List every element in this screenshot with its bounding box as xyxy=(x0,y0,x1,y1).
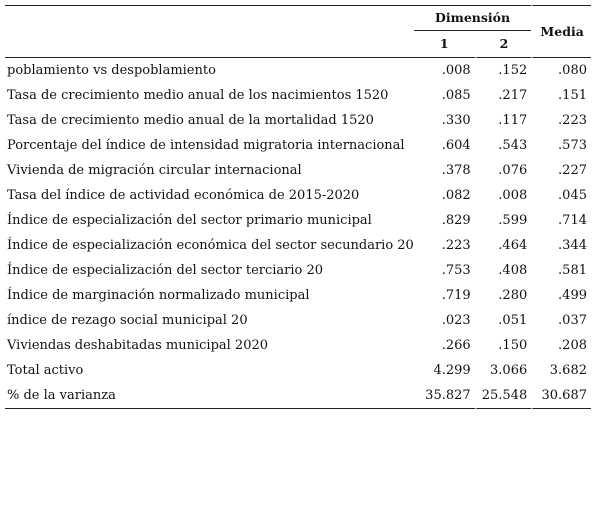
dimension-1-value: .008 xyxy=(441,63,471,78)
row-label: Índice de especialización del sector pri… xyxy=(7,213,372,228)
mean-value: .080 xyxy=(531,58,591,83)
table-row: Índice de especialización económica del … xyxy=(5,233,591,258)
dimension-2-value: .150 xyxy=(474,333,532,358)
mean-value: .223 xyxy=(531,108,591,133)
row-label: % de la varianza xyxy=(5,383,414,409)
table-row: Vivienda de migración circular internaci… xyxy=(5,158,591,183)
dimension-2-value: .008 xyxy=(474,183,532,208)
row-label: Tasa del índice de actividad económica d… xyxy=(7,188,360,203)
dimension-2-value: .152 xyxy=(474,58,532,83)
dimension-group-header: Dimensión xyxy=(413,5,532,31)
dimension-1-value: .023 xyxy=(441,313,471,328)
mean-value: 30.687 xyxy=(531,383,591,409)
row-label: Total activo xyxy=(7,363,84,378)
dimension-2-value: .280 xyxy=(474,283,532,308)
table-row: Tasa del índice de actividad económica d… xyxy=(5,183,591,208)
mean-column-header: Media xyxy=(531,5,591,58)
dimension-2-value: .217 xyxy=(474,83,532,108)
table-row: Índice de especialización del sector ter… xyxy=(5,258,591,283)
dimension-2-value: .076 xyxy=(474,158,532,183)
dimension-1-value: .085 xyxy=(441,88,471,103)
dimension-1-value: .604 xyxy=(441,138,471,153)
dimension-2-value: .117 xyxy=(474,108,532,133)
mean-value: .151 xyxy=(531,83,591,108)
dimension-2-value: .543 xyxy=(474,133,532,158)
row-label: poblamiento vs despoblamiento xyxy=(7,63,216,78)
dimension-2-value: .464 xyxy=(474,233,532,258)
dimension-1-value: .082 xyxy=(441,188,471,203)
mean-value: .573 xyxy=(531,133,591,158)
table-row: % de la varianza 35.827 25.548 30.687 xyxy=(5,383,591,409)
dimension-1-value: .829 xyxy=(441,213,471,228)
dimension-1-value: .330 xyxy=(441,113,471,128)
mean-value: .581 xyxy=(531,258,591,283)
table-row: Índice de marginación normalizado munici… xyxy=(5,283,591,308)
row-label: Viviendas deshabitadas municipal 2020 xyxy=(7,338,269,353)
table-row: Tasa de crecimiento medio anual de la mo… xyxy=(5,108,591,133)
row-label: Porcentaje del índice de intensidad migr… xyxy=(7,138,405,153)
dimension-1-value: 4.299 xyxy=(433,363,471,378)
mean-value: .714 xyxy=(531,208,591,233)
dimension-table: Dimensión Media 1 2 poblamiento vs despo… xyxy=(5,5,591,409)
row-label: Tasa de crecimiento medio anual de la mo… xyxy=(7,113,374,128)
row-label: Índice de especialización económica del … xyxy=(7,238,414,253)
mean-value: .499 xyxy=(531,283,591,308)
mean-value: .344 xyxy=(531,233,591,258)
dimension-1-value: .753 xyxy=(441,263,471,278)
dimension-1-value: .266 xyxy=(441,338,471,353)
mean-value: .208 xyxy=(531,333,591,358)
table-row: Total activo 4.299 3.066 3.682 xyxy=(5,358,591,383)
row-label: Vivienda de migración circular internaci… xyxy=(7,163,302,178)
header-blank-cell xyxy=(5,5,414,31)
mean-value: 3.682 xyxy=(531,358,591,383)
row-label: Índice de marginación normalizado munici… xyxy=(7,288,310,303)
row-label: Tasa de crecimiento medio anual de los n… xyxy=(7,88,389,103)
dimension-2-header: 2 xyxy=(474,31,532,58)
dimension-1-value: .378 xyxy=(441,163,471,178)
dimension-1-value: 35.827 xyxy=(413,383,475,409)
dimension-2-value: .408 xyxy=(474,258,532,283)
table-row: Tasa de crecimiento medio anual de los n… xyxy=(5,83,591,108)
mean-value: .037 xyxy=(531,308,591,333)
dimension-1-value: .223 xyxy=(441,238,471,253)
dimension-2-value: 3.066 xyxy=(474,358,532,383)
dimension-2-value: .051 xyxy=(474,308,532,333)
dimension-2-value: .599 xyxy=(474,208,532,233)
mean-value: .227 xyxy=(531,158,591,183)
row-label: índice de rezago social municipal 20 xyxy=(7,313,248,328)
table-row: poblamiento vs despoblamiento .008.152.08… xyxy=(5,58,591,83)
header-blank-cell xyxy=(5,31,414,58)
mean-value: .045 xyxy=(531,183,591,208)
table-row: Viviendas deshabitadas municipal 2020 .26… xyxy=(5,333,591,358)
row-label: Índice de especialización del sector ter… xyxy=(7,263,324,278)
dimension-2-value: 25.548 xyxy=(474,383,532,409)
dimension-1-header: 1 xyxy=(413,31,475,58)
dimension-1-value: .719 xyxy=(441,288,471,303)
table-body: poblamiento vs despoblamiento .008.152.08… xyxy=(5,58,591,409)
table-row: Índice de especialización del sector pri… xyxy=(5,208,591,233)
table-row: Porcentaje del índice de intensidad migr… xyxy=(5,133,591,158)
table-row: índice de rezago social municipal 20 .023… xyxy=(5,308,591,333)
